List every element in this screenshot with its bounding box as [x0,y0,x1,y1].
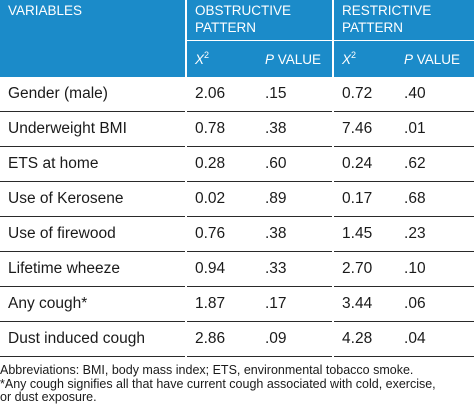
header-row-groups: VARIABLES OBSTRUCTIVE PATTERN RESTRICTIV… [0,0,474,41]
cell-obs-p: .38 [257,216,334,252]
header-variables: VARIABLES [0,0,186,41]
p-symbol: P [404,51,414,67]
table-row: Underweight BMI 0.78 .38 7.46 .01 [0,111,474,147]
cell-variable: Use of firewood [0,216,186,252]
cell-obs-p: .38 [257,111,334,147]
cell-obs-x2: 0.28 [185,146,257,182]
header-row-subcolumns: X2 P VALUE X2 P VALUE [0,40,474,77]
table-body: Gender (male) 2.06 .15 0.72 .40 Underwei… [0,77,474,357]
cell-res-p: .62 [396,146,474,182]
cell-res-p: .04 [396,321,474,357]
cell-res-x2: 3.44 [332,286,397,322]
x2-superscript: 2 [204,49,210,60]
cell-obs-p: .89 [257,181,334,217]
footnote-line: or dust exposure. [0,390,97,404]
cell-obs-p: .17 [257,286,334,322]
cell-obs-x2: 0.78 [185,111,257,147]
table-row: Use of firewood 0.76 .38 1.45 .23 [0,216,474,252]
p-value-text: VALUE [413,51,461,67]
chi-square-table: VARIABLES OBSTRUCTIVE PATTERN RESTRICTIV… [0,0,474,357]
cell-res-x2: 0.72 [332,77,397,112]
table-row: Gender (male) 2.06 .15 0.72 .40 [0,77,474,112]
abbreviations-note: Abbreviations: BMI, body mass index; ETS… [0,363,414,377]
table-row: Use of Kerosene 0.02 .89 0.17 .68 [0,181,474,217]
header-obstructive-pattern: OBSTRUCTIVE PATTERN [184,0,334,41]
cell-res-x2: 0.17 [332,181,397,217]
footnote-line: *Any cough signifies all that have curre… [0,376,436,391]
cell-res-x2: 1.45 [332,216,397,252]
cell-variable: Any cough* [0,286,186,322]
table-row: Dust induced cough 2.86 .09 4.28 .04 [0,321,474,357]
cell-res-p: .68 [396,181,474,217]
cell-obs-x2: 0.76 [185,216,257,252]
cell-res-p: .01 [396,111,474,147]
cell-obs-p: .60 [257,146,334,182]
cell-variable: ETS at home [0,146,186,182]
cell-obs-x2: 1.87 [185,286,257,322]
cell-obs-p: .33 [257,251,334,287]
x2-superscript: 2 [351,49,357,60]
cell-res-p: .40 [396,77,474,112]
header-obs-x2: X2 [185,40,257,77]
cell-obs-x2: 2.06 [185,77,257,112]
x2-symbol: X [195,51,205,67]
results-table-container: VARIABLES OBSTRUCTIVE PATTERN RESTRICTIV… [0,0,474,357]
table-row: ETS at home 0.28 .60 0.24 .62 [0,146,474,182]
table-row: Lifetime wheeze 0.94 .33 2.70 .10 [0,251,474,287]
cell-obs-p: .15 [257,77,334,112]
cell-res-p: .10 [396,251,474,287]
cell-variable: Dust induced cough [0,321,186,357]
cell-res-p: .06 [396,286,474,322]
table-header: VARIABLES OBSTRUCTIVE PATTERN RESTRICTIV… [0,0,474,77]
cell-obs-x2: 2.86 [185,321,257,357]
x2-symbol: X [342,51,352,67]
p-value-text: VALUE [274,51,322,67]
p-symbol: P [265,51,275,67]
cell-res-x2: 7.46 [332,111,397,147]
cell-res-p: .23 [396,216,474,252]
header-res-x2: X2 [332,40,397,77]
cell-variable: Underweight BMI [0,111,186,147]
cell-variable: Lifetime wheeze [0,251,186,287]
cell-res-x2: 4.28 [332,321,397,357]
header-blank-cell [0,40,186,77]
header-restrictive-pattern: RESTRICTIVE PATTERN [332,0,474,41]
cell-variable: Gender (male) [0,77,186,112]
cell-res-x2: 0.24 [332,146,397,182]
header-obs-p-value: P VALUE [257,40,334,77]
cell-obs-p: .09 [257,321,334,357]
cell-res-x2: 2.70 [332,251,397,287]
table-notes: Abbreviations: BMI, body mass index; ETS… [0,363,474,405]
cell-obs-x2: 0.94 [185,251,257,287]
cell-variable: Use of Kerosene [0,181,186,217]
table-row: Any cough* 1.87 .17 3.44 .06 [0,286,474,322]
cell-obs-x2: 0.02 [185,181,257,217]
header-res-p-value: P VALUE [396,40,474,77]
